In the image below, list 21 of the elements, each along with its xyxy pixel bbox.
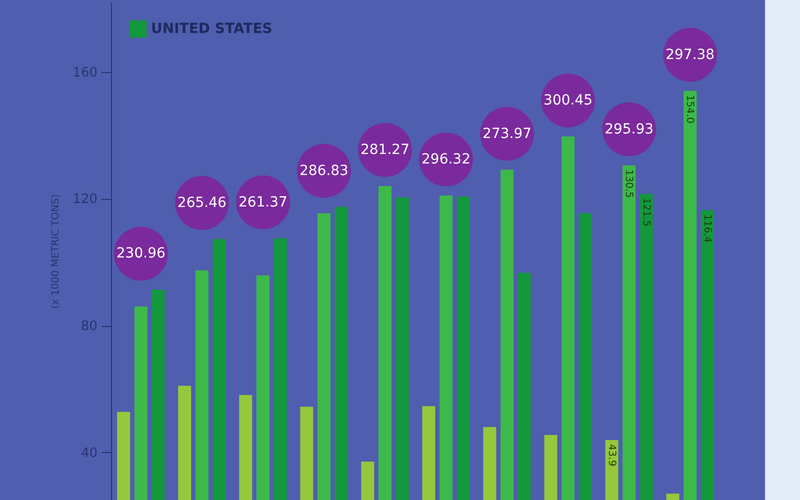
y-tick-label: 160 [72,65,98,80]
annotation: 300.45 [544,92,593,108]
annotation: 273.97 [482,126,532,142]
annotation: 261.37 [238,194,288,210]
data-label: 116.4 [701,214,712,243]
annotation: 230.96 [116,246,166,262]
y-axis-title: (x 1000 METRIC TONS) [50,194,62,309]
y-tick-label: 80 [80,319,98,334]
annotation: 297.38 [666,46,715,63]
y-tick-label: 120 [72,192,98,208]
annotation: 286.83 [299,162,348,179]
y-tick-label: 40 [80,446,98,461]
annotation: 265.46 [177,194,226,211]
data-label: 43.9 [606,444,617,466]
data-label: 121.5 [640,198,652,227]
data-label: 130.5 [623,169,634,198]
annotation: 281.27 [360,142,410,158]
legend-label: UNITED STATES [151,21,272,37]
annotation: 295.93 [604,121,654,138]
data-label: 154.0 [684,94,696,124]
annotation: 296.32 [422,151,471,168]
